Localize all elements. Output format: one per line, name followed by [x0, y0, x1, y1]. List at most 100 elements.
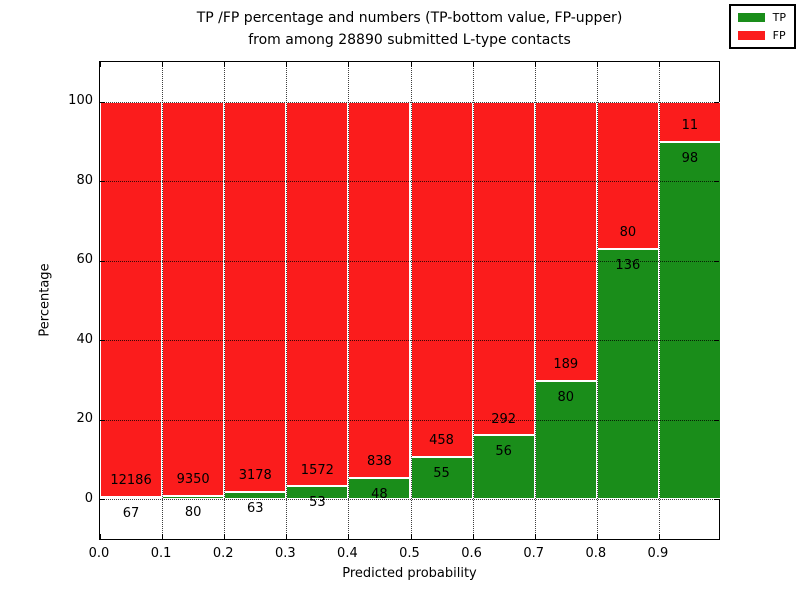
gridline-y [100, 419, 719, 421]
fp-count-label: 189 [553, 357, 579, 373]
legend-label-fp: FP [772, 29, 786, 42]
gridline-x [410, 62, 412, 539]
bar-tp [534, 381, 597, 500]
y-tick-right [714, 181, 719, 183]
chart-title-line2: from among 28890 submitted L-type contac… [248, 32, 571, 48]
x-tick-top [286, 62, 288, 67]
y-tick-label: 40 [76, 331, 93, 347]
gridline-x [596, 62, 598, 539]
x-tick-bottom [286, 534, 288, 539]
fp-count-label: 80 [619, 225, 637, 241]
y-tick-right [714, 499, 719, 501]
fp-count-label: 458 [429, 432, 454, 448]
x-tick-top [410, 62, 412, 67]
fp-color-swatch [737, 31, 765, 40]
legend-entry-tp: TP [737, 11, 786, 24]
tp-count-label: 48 [371, 486, 388, 502]
bar-fp [410, 101, 473, 457]
y-axis-label: Percentage [37, 263, 53, 337]
bar-fp [658, 101, 721, 142]
y-tick-left [100, 419, 105, 421]
legend-label-tp: TP [772, 11, 786, 24]
tp-count-label: 67 [122, 506, 140, 522]
y-tick-left [100, 260, 105, 262]
bar-fp [472, 101, 535, 436]
y-tick-label: 0 [84, 490, 93, 506]
tp-count-label: 80 [557, 390, 574, 406]
bar-fp [100, 101, 163, 498]
y-tick-right [714, 340, 719, 342]
gridline-y [100, 260, 719, 262]
fp-count-label: 838 [367, 453, 392, 469]
gridline-x [286, 62, 288, 539]
y-tick-left [100, 181, 105, 183]
y-tick-left [100, 340, 105, 342]
tp-color-swatch [737, 13, 765, 22]
tp-count-label: 56 [495, 444, 512, 460]
bar-tp [658, 141, 721, 500]
gridline-x [162, 62, 164, 539]
gridline-y [100, 340, 719, 342]
tp-count-label: 80 [184, 505, 202, 521]
x-tick-bottom [162, 534, 164, 539]
x-axis-label: Predicted probability [342, 566, 477, 581]
x-tick-top [534, 62, 536, 67]
y-tick-right [714, 419, 719, 421]
x-tick-bottom [100, 534, 101, 539]
x-tick-label: 0.2 [212, 546, 234, 561]
plot-area: 12186 67 9350 80 3178 63 1572 53 838 48 458 55 292 56… [99, 61, 721, 540]
x-tick-label: 0.1 [150, 546, 172, 561]
x-tick-bottom [410, 534, 412, 539]
bar-tp [472, 435, 535, 500]
x-tick-top [162, 62, 164, 67]
bar-tp [596, 248, 659, 500]
x-tick-bottom [472, 534, 474, 539]
chart-title-line1: TP /FP percentage and numbers (TP-bottom… [196, 10, 623, 26]
x-tick-label: 0.4 [337, 546, 358, 561]
bar-fp [348, 101, 411, 478]
gridline-x [534, 62, 536, 539]
x-tick-label: 0.3 [274, 546, 296, 561]
y-tick-right [714, 101, 719, 103]
y-tick-right [714, 260, 719, 262]
bar-fp [286, 101, 349, 487]
tp-count-label: 98 [681, 151, 699, 167]
x-tick-bottom [658, 534, 660, 539]
gridline-x [348, 62, 350, 539]
tp-count-label: 55 [433, 465, 450, 481]
tp-count-label: 53 [309, 495, 326, 511]
x-tick-label: 0.5 [399, 546, 420, 561]
x-tick-top [596, 62, 598, 67]
x-tick-bottom [348, 534, 350, 539]
x-tick-label: 0.0 [88, 546, 110, 561]
gridline-x [658, 62, 660, 539]
gridline-y [100, 101, 719, 103]
fp-count-label: 12186 [110, 473, 152, 489]
bar-fp [534, 101, 597, 382]
x-tick-label: 0.9 [647, 546, 669, 561]
y-tick-left [100, 101, 105, 103]
bar-tp [100, 497, 163, 500]
x-tick-bottom [596, 534, 598, 539]
gridline-y [100, 499, 719, 501]
bar-fp [596, 101, 659, 249]
legend-entry-fp: FP [737, 29, 786, 42]
x-tick-top [224, 62, 226, 67]
fp-count-label: 1572 [300, 462, 334, 478]
x-tick-bottom [224, 534, 226, 539]
x-tick-top [472, 62, 474, 67]
x-tick-top [100, 62, 101, 67]
fp-count-label: 11 [681, 118, 699, 134]
fp-count-label: 292 [491, 411, 517, 427]
x-tick-label: 0.8 [585, 546, 607, 561]
fp-count-label: 3178 [238, 467, 272, 483]
tp-count-label: 136 [615, 258, 641, 274]
bar-fp [162, 101, 225, 496]
y-tick-label: 60 [76, 252, 93, 268]
x-tick-label: 0.6 [461, 546, 482, 561]
y-tick-label: 80 [76, 172, 93, 188]
x-tick-bottom [534, 534, 536, 539]
legend: TP FP [728, 4, 796, 49]
x-tick-top [658, 62, 660, 67]
